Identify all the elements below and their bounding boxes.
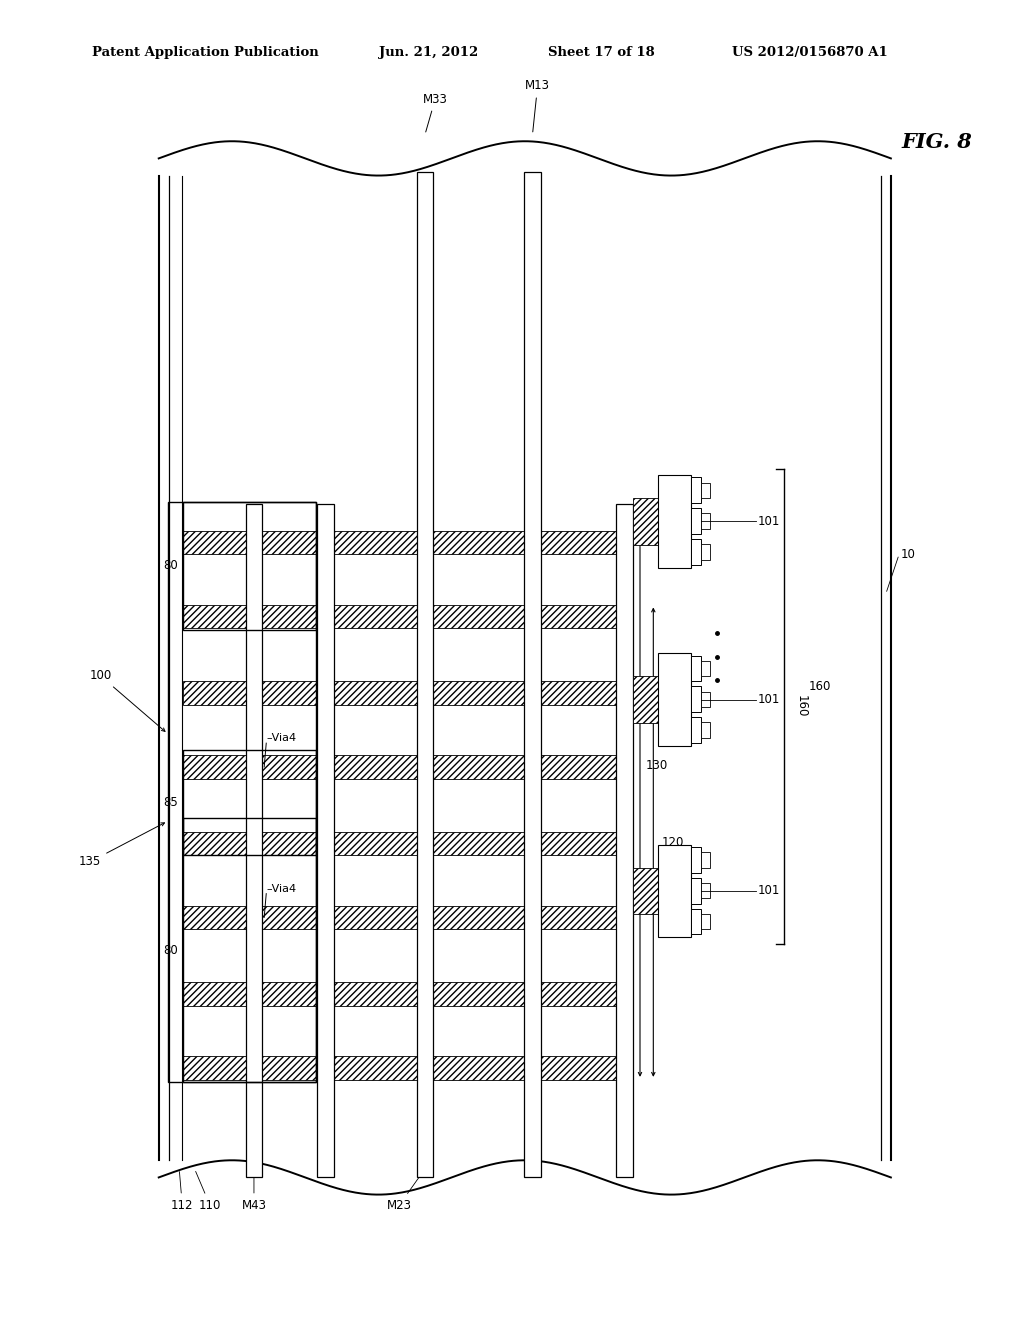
Bar xyxy=(633,676,658,722)
Bar xyxy=(701,544,710,560)
Text: 135: 135 xyxy=(79,822,165,869)
Bar xyxy=(701,722,710,738)
Text: 80: 80 xyxy=(164,560,178,572)
Bar xyxy=(691,908,701,935)
Text: 130: 130 xyxy=(646,759,669,772)
Bar xyxy=(691,686,701,713)
Bar xyxy=(183,531,633,554)
Text: M23: M23 xyxy=(387,1171,423,1212)
Bar xyxy=(246,504,262,1177)
Bar xyxy=(616,504,633,1177)
Text: –Via4: –Via4 xyxy=(266,733,296,743)
Bar xyxy=(691,539,701,565)
Text: Jun. 21, 2012: Jun. 21, 2012 xyxy=(379,46,478,59)
Text: 85: 85 xyxy=(164,796,178,809)
Bar xyxy=(317,504,334,1177)
Bar xyxy=(183,832,633,855)
Bar xyxy=(691,508,701,535)
Bar xyxy=(658,845,691,937)
Text: US 2012/0156870 A1: US 2012/0156870 A1 xyxy=(732,46,888,59)
Bar xyxy=(417,172,433,1177)
Bar xyxy=(691,717,701,743)
Bar xyxy=(701,853,710,867)
Bar xyxy=(168,502,316,1082)
Bar xyxy=(691,656,701,681)
Text: –Via4: –Via4 xyxy=(266,883,296,894)
Text: 101: 101 xyxy=(758,515,780,528)
Bar xyxy=(633,869,658,913)
Bar xyxy=(183,605,633,628)
Text: 10: 10 xyxy=(901,548,916,561)
Text: 101: 101 xyxy=(758,693,780,706)
Text: 80: 80 xyxy=(164,944,178,957)
Bar xyxy=(183,982,633,1006)
Bar xyxy=(691,478,701,503)
Bar xyxy=(183,1056,633,1080)
Text: 101: 101 xyxy=(758,884,780,898)
Text: 160: 160 xyxy=(809,680,831,693)
Bar xyxy=(658,475,691,568)
Bar xyxy=(701,692,710,708)
Bar xyxy=(691,878,701,904)
Bar xyxy=(701,883,710,899)
Text: Patent Application Publication: Patent Application Publication xyxy=(92,46,318,59)
Text: M33: M33 xyxy=(423,92,447,132)
Bar xyxy=(701,913,710,929)
Text: Sheet 17 of 18: Sheet 17 of 18 xyxy=(548,46,654,59)
Bar xyxy=(183,681,633,705)
Bar xyxy=(691,847,701,873)
Bar xyxy=(633,499,658,545)
Bar xyxy=(183,750,316,855)
Text: 110: 110 xyxy=(196,1171,221,1212)
Text: FIG. 8: FIG. 8 xyxy=(901,132,972,152)
Text: 120: 120 xyxy=(662,836,684,849)
Bar xyxy=(658,653,691,746)
Bar xyxy=(183,818,316,1082)
Text: M43: M43 xyxy=(242,1172,266,1212)
Bar xyxy=(183,906,633,929)
Bar xyxy=(183,755,633,779)
Text: M13: M13 xyxy=(525,79,550,132)
Bar xyxy=(524,172,541,1177)
Text: 160: 160 xyxy=(795,696,808,717)
Text: 112: 112 xyxy=(171,1172,194,1212)
Bar xyxy=(183,502,316,630)
Bar xyxy=(701,513,710,529)
Bar xyxy=(701,661,710,676)
Text: 100: 100 xyxy=(89,669,165,731)
Bar xyxy=(701,483,710,498)
